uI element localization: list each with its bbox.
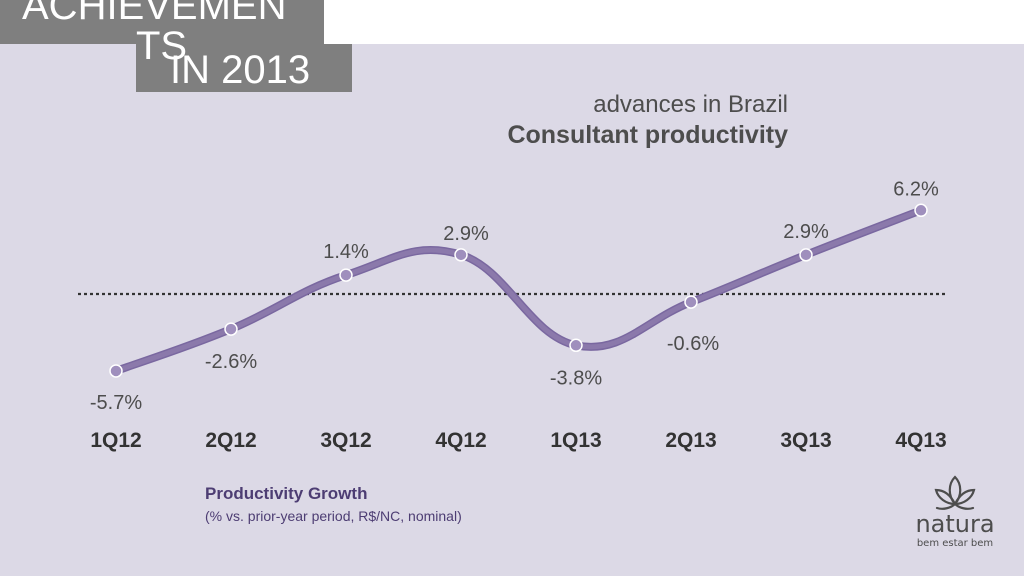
data-point-4q13 bbox=[914, 203, 928, 218]
chart-heading: Consultant productivity bbox=[507, 121, 788, 149]
data-point-1q13 bbox=[569, 338, 583, 353]
brand-logo: natura bem estar bem bbox=[910, 474, 1000, 554]
data-label-1q13: -3.8% bbox=[550, 367, 602, 389]
caption-note: (% vs. prior-year period, R$/NC, nominal… bbox=[205, 508, 462, 524]
series-line bbox=[113, 207, 924, 374]
logo-tagline: bem estar bem bbox=[916, 538, 994, 549]
x-tick-label-2q13: 2Q13 bbox=[665, 429, 716, 452]
chart-subtitle: advances in Brazil bbox=[593, 91, 788, 118]
data-point-4q12 bbox=[454, 248, 468, 262]
title-box-secondary: IN 2013 bbox=[136, 44, 352, 92]
title-box: ACHIEVEMEN bbox=[0, 0, 324, 44]
data-label-4q13: 6.2% bbox=[893, 178, 939, 200]
x-tick-label-1q12: 1Q12 bbox=[90, 429, 141, 452]
data-point-1q12 bbox=[109, 364, 123, 378]
page-title-line1: ACHIEVEMEN bbox=[22, 0, 287, 28]
page-title-line1-wrap: TS bbox=[136, 24, 188, 68]
natura-logo-icon bbox=[934, 475, 976, 510]
data-point-3q12 bbox=[339, 268, 353, 282]
data-label-3q13: 2.9% bbox=[783, 221, 829, 243]
caption-title: Productivity Growth bbox=[205, 484, 368, 503]
logo-wordmark: natura bbox=[915, 510, 995, 538]
x-tick-label-4q12: 4Q12 bbox=[435, 429, 486, 452]
x-tick-label-3q13: 3Q13 bbox=[780, 429, 831, 452]
x-tick-label-3q12: 3Q12 bbox=[320, 429, 371, 452]
data-label-3q12: 1.4% bbox=[323, 241, 369, 263]
data-point-2q12 bbox=[224, 322, 238, 336]
data-point-2q13 bbox=[684, 295, 698, 309]
x-tick-label-2q12: 2Q12 bbox=[205, 429, 256, 452]
data-label-1q12: -5.7% bbox=[90, 392, 142, 414]
x-tick-label-4q13: 4Q13 bbox=[895, 429, 946, 452]
page-title-line2: IN 2013 bbox=[170, 48, 311, 92]
data-label-4q12: 2.9% bbox=[443, 223, 489, 245]
data-label-2q13: -0.6% bbox=[667, 333, 719, 355]
data-label-2q12: -2.6% bbox=[205, 351, 257, 373]
data-point-3q13 bbox=[799, 248, 813, 262]
x-tick-label-1q13: 1Q13 bbox=[550, 429, 601, 452]
